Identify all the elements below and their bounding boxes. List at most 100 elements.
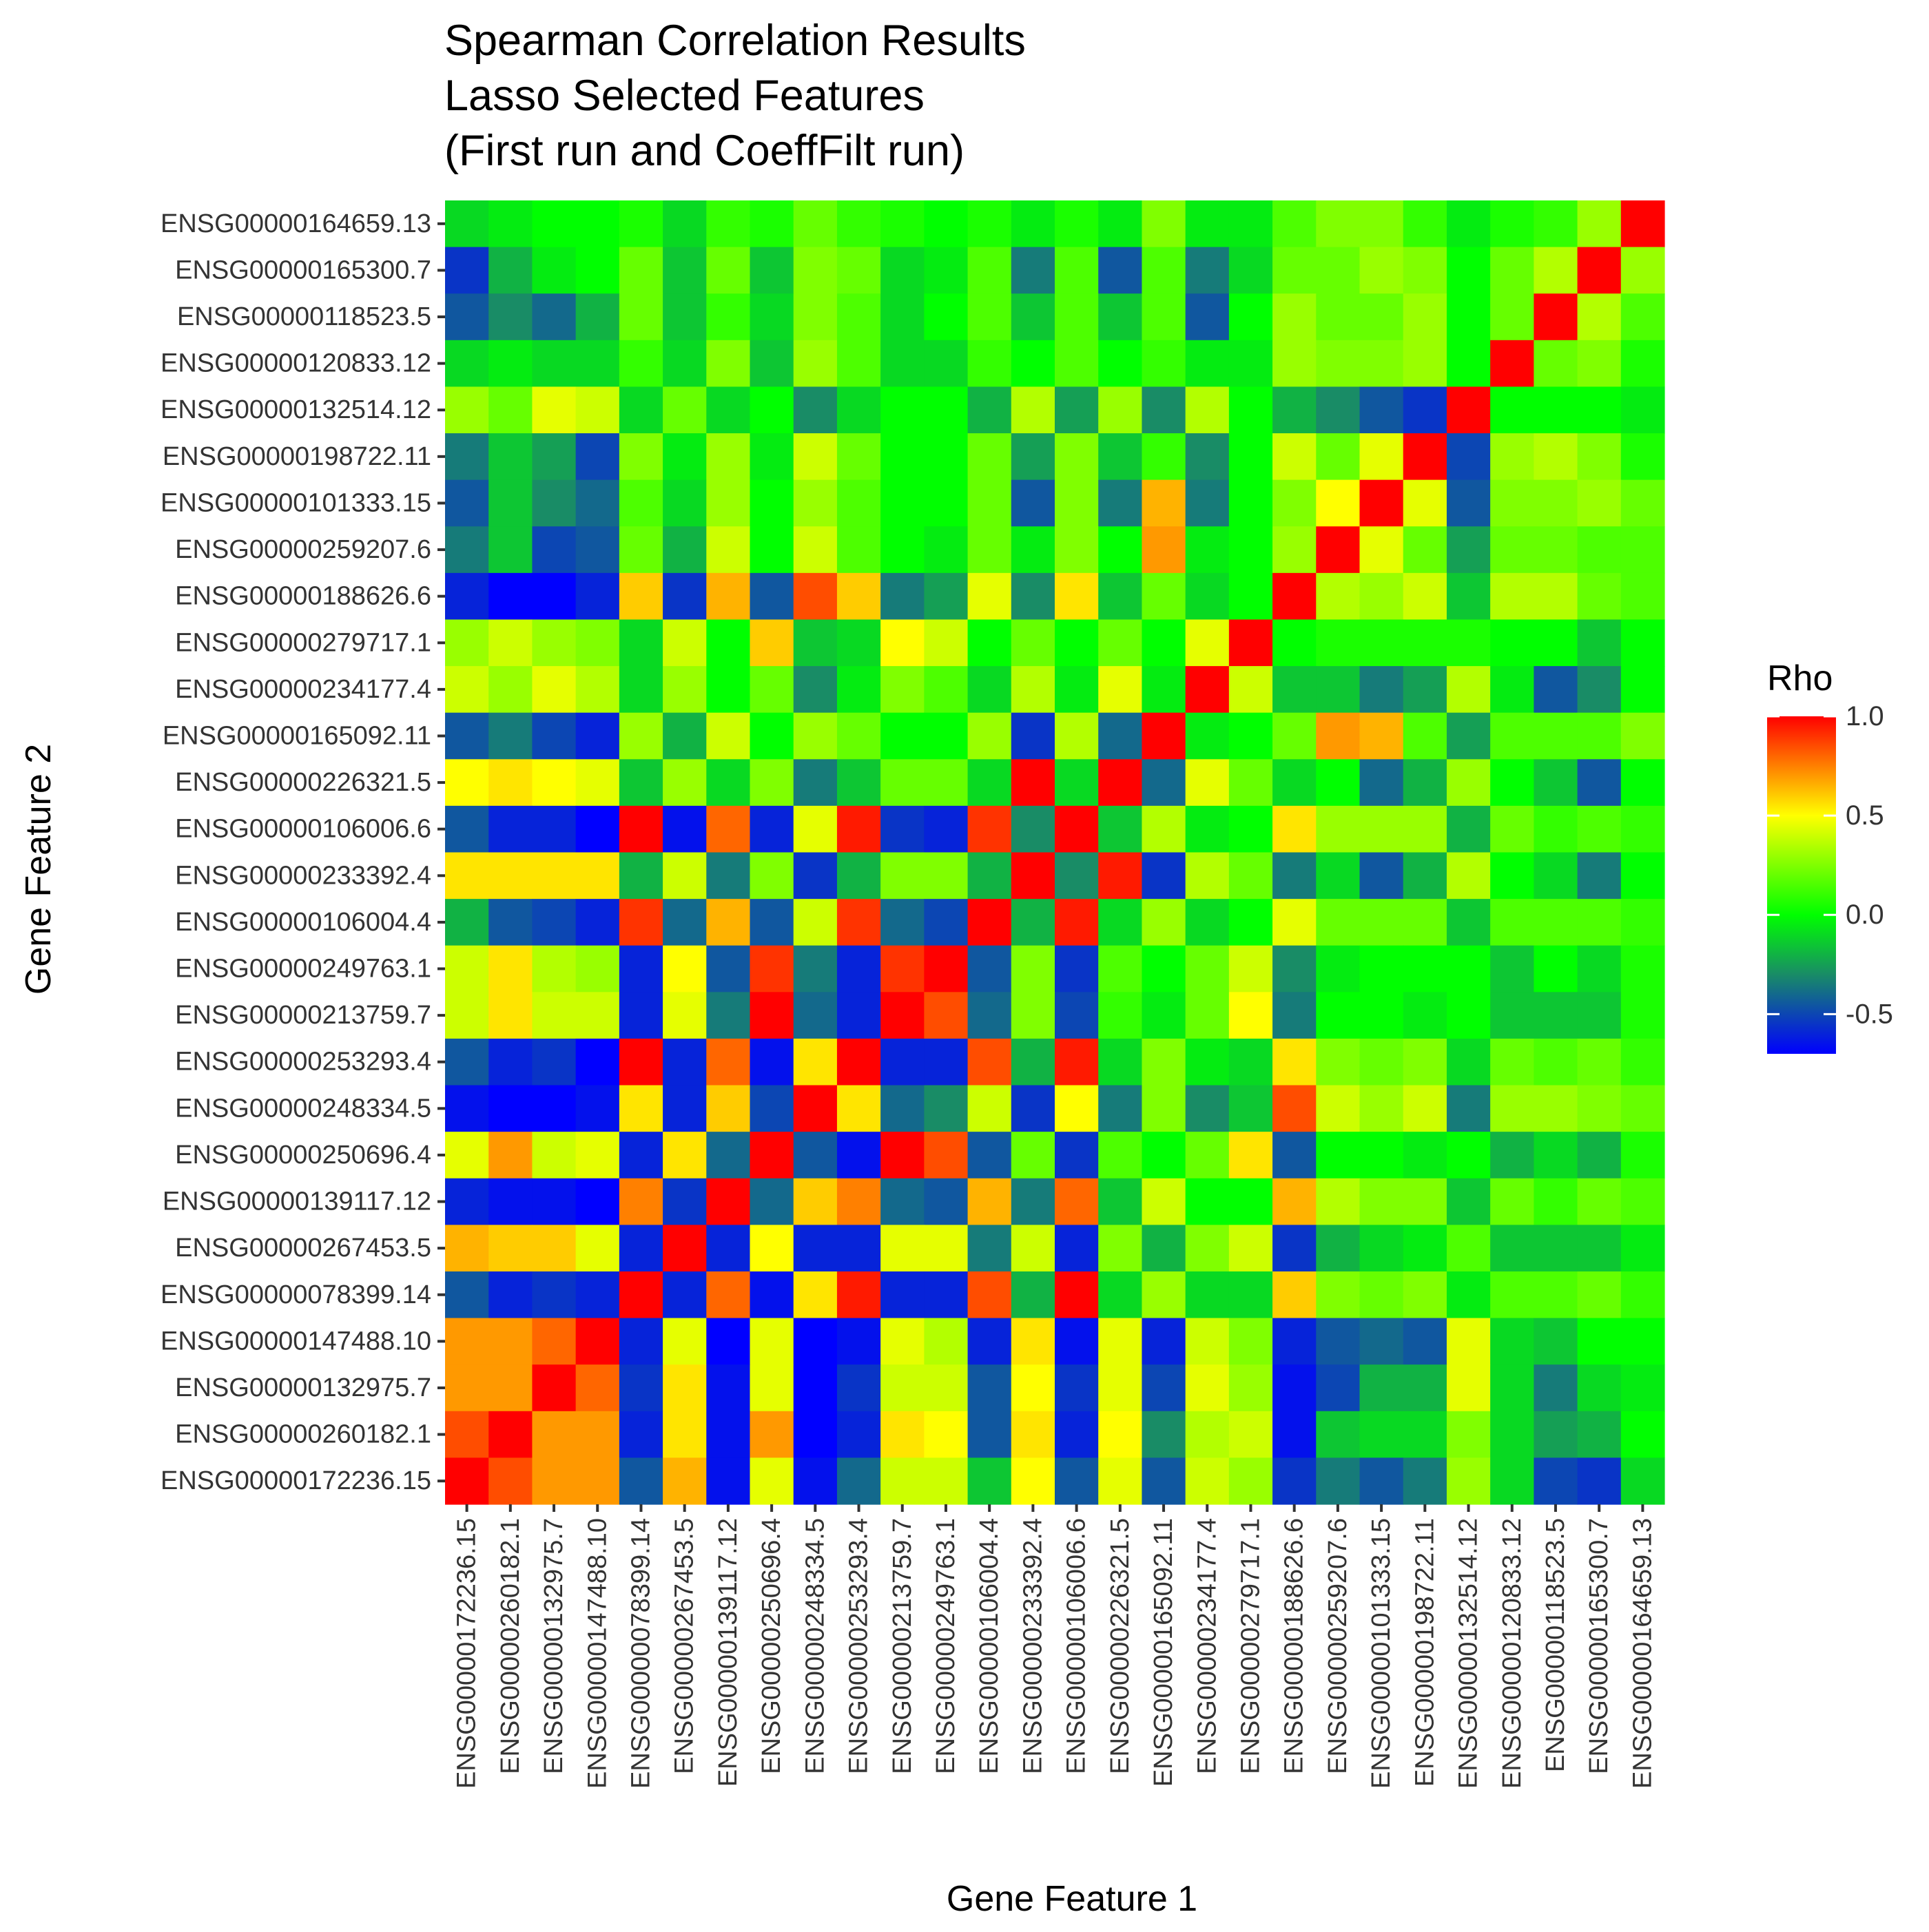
heatmap-cell [1316,1318,1361,1365]
heatmap-cell [445,619,489,667]
heatmap-cell [619,1271,663,1319]
heatmap-cell [445,247,489,294]
heatmap-cell [1142,759,1186,807]
heatmap-cell [532,1411,577,1458]
heatmap-cell [1272,666,1317,714]
heatmap-cell [1534,293,1578,341]
heatmap-cell [750,945,794,993]
heatmap-cell [532,200,577,248]
heatmap-cell [488,1038,533,1086]
heatmap-cell [1620,992,1665,1039]
heatmap-cell [1011,1225,1055,1272]
heatmap-cell [532,899,577,946]
heatmap-cell [1490,1038,1534,1086]
heatmap-cell [750,852,794,900]
heatmap-cell [1620,526,1665,574]
heatmap-cell [1620,666,1665,714]
heatmap-cell [1272,293,1317,341]
heatmap-cell [880,386,925,434]
heatmap-cell [793,899,838,946]
x-axis-title: Gene Feature 1 [947,1879,1197,1919]
heatmap-cell [1490,386,1534,434]
heatmap-cell [1272,1178,1317,1225]
heatmap-cell [793,1318,838,1365]
heatmap-cell [1272,759,1317,807]
heatmap-cell [1534,1225,1578,1272]
heatmap-cell [532,1457,577,1505]
heatmap-cell [1272,1411,1317,1458]
heatmap-cell [1272,340,1317,388]
heatmap-cell [1490,526,1534,574]
heatmap-cell [1577,1457,1622,1505]
heatmap-cell [793,1271,838,1319]
heatmap-cell [1185,479,1230,527]
heatmap-cell [793,526,838,574]
heatmap-cell [1620,1318,1665,1365]
heatmap-cell [1620,1411,1665,1458]
heatmap-cell [532,992,577,1039]
y-tick-label: ENSG00000147488.10 [161,1327,431,1355]
heatmap-cell [1228,945,1273,993]
heatmap-cell [445,759,489,807]
heatmap-cell [967,1225,1012,1272]
heatmap-cell [750,479,794,527]
heatmap-cell [532,1225,577,1272]
x-tick-label: ENSG00000248334.5 [801,1518,829,1774]
heatmap-cell [1098,852,1143,900]
heatmap-cell [750,572,794,621]
heatmap-cell [1490,1132,1534,1179]
heatmap-cell [1359,479,1404,527]
heatmap-cell [1316,759,1361,807]
heatmap-cell [1403,1271,1447,1319]
chart-title: Spearman Correlation Results Lasso Selec… [444,17,1026,175]
heatmap-cell [488,712,533,760]
legend-tick-label: -0.5 [1846,999,1893,1029]
heatmap-cell [1534,200,1578,248]
heatmap-cell [1577,666,1622,714]
heatmap-cell [793,1411,838,1458]
heatmap-cell [706,293,751,341]
heatmap-cell [488,666,533,714]
heatmap-cell [1185,619,1230,667]
heatmap-cell [836,805,881,853]
heatmap-cell [1055,945,1099,993]
legend-title: Rho [1767,658,1833,698]
heatmap-cell [1228,619,1273,667]
y-tick-label: ENSG00000249763.1 [175,955,431,984]
heatmap-cell [880,619,925,667]
heatmap-cell [836,247,881,294]
heatmap-cell [880,526,925,574]
heatmap-cell [836,619,881,667]
heatmap-cell [1142,1132,1186,1179]
heatmap-cell [1272,1318,1317,1365]
heatmap-cell [880,1225,925,1272]
y-tick-label: ENSG00000078399.14 [161,1280,431,1309]
heatmap-cell [1577,1178,1622,1225]
heatmap-cell [1011,340,1055,388]
heatmap-cell [706,1318,751,1365]
heatmap-cell [1098,340,1143,388]
heatmap-cell [1446,992,1491,1039]
heatmap-cell [1403,1225,1447,1272]
heatmap-cell [836,479,881,527]
heatmap-cell [750,433,794,481]
heatmap-cell [488,945,533,993]
heatmap-cell [445,899,489,946]
heatmap-cell [663,293,707,341]
heatmap-cell [445,1411,489,1458]
heatmap-cell [1490,479,1534,527]
heatmap-cell [1316,712,1361,760]
heatmap-cell [1272,712,1317,760]
heatmap-cell [619,945,663,993]
heatmap-cell [1359,1457,1404,1505]
heatmap-cell [1534,805,1578,853]
heatmap-cell [706,340,751,388]
heatmap-cell [1446,1318,1491,1365]
heatmap-cell [532,1038,577,1086]
heatmap-cell [1142,293,1186,341]
heatmap-cell [1011,526,1055,574]
x-tick-label: ENSG00000267453.5 [670,1518,699,1774]
heatmap-cell [1534,899,1578,946]
heatmap-cell [1577,433,1622,481]
heatmap-cell [1055,899,1099,946]
